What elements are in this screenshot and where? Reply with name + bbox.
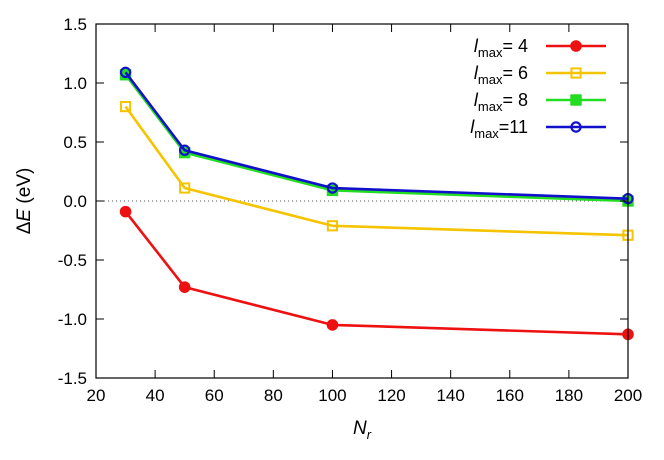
legend-entry-3: lmax=11 — [470, 117, 606, 141]
x-axis-title: Nr — [353, 418, 372, 442]
legend-entry-0: lmax= 4 — [474, 36, 606, 60]
series-line-0 — [124, 210, 629, 336]
x-tick-label: 20 — [87, 386, 106, 405]
legend-swatch-marker — [570, 121, 582, 133]
legend-swatch-marker — [570, 40, 582, 52]
axes: 20 40 60 80 100 120 140 160 180 200 -1.5 -1.0 -0.5 0.… — [14, 15, 642, 442]
legend-label: lmax= 4 — [474, 36, 528, 60]
x-tick-label: 180 — [555, 386, 583, 405]
legend: lmax= 4 lmax= 6 lmax= 8 lmax=11 — [470, 36, 606, 141]
x-tick-label: 40 — [146, 386, 165, 405]
legend-label: lmax=11 — [470, 117, 528, 141]
x-tick-label: 80 — [264, 386, 283, 405]
legend-label: lmax= 8 — [474, 90, 528, 114]
x-tick-label: 160 — [496, 386, 524, 405]
x-tick-label: 200 — [614, 386, 642, 405]
y-tick-label: -0.5 — [58, 251, 87, 270]
x-tick-label: 120 — [377, 386, 405, 405]
legend-swatch-marker — [570, 94, 582, 106]
data-point — [326, 184, 339, 197]
series-line-1 — [124, 105, 629, 237]
data-point — [119, 101, 132, 113]
data-point — [326, 220, 339, 232]
y-tick-label: 0.0 — [63, 192, 87, 211]
data-point — [119, 66, 132, 79]
legend-entry-2: lmax= 8 — [474, 90, 606, 114]
series-0 — [119, 205, 634, 341]
series-line-3 — [124, 71, 629, 200]
data-point — [119, 69, 132, 81]
legend-entry-1: lmax= 6 — [474, 63, 606, 87]
x-tick-label: 140 — [436, 386, 464, 405]
y-tick-label: 1.0 — [63, 74, 87, 93]
y-tick-label: 0.5 — [63, 133, 87, 152]
plot-area — [96, 66, 634, 341]
data-point — [178, 281, 191, 293]
data-point — [119, 205, 132, 218]
y-tick-label: 1.5 — [63, 15, 87, 34]
y-tick-label: -1.0 — [58, 310, 87, 329]
x-tick-label: 60 — [205, 386, 224, 405]
data-point — [178, 144, 191, 156]
x-tick-label: 100 — [318, 386, 346, 405]
data-point — [326, 319, 339, 331]
data-point — [179, 182, 191, 194]
y-tick-label: -1.5 — [58, 369, 87, 388]
series-2 — [119, 69, 634, 207]
series-line-2 — [124, 73, 629, 203]
legend-label: lmax= 6 — [474, 63, 528, 87]
series-3 — [119, 66, 634, 205]
y-axis-title: ΔE (eV) — [14, 168, 35, 235]
legend-swatch-marker — [570, 67, 582, 79]
data-point — [326, 182, 339, 194]
series-1 — [119, 101, 634, 241]
